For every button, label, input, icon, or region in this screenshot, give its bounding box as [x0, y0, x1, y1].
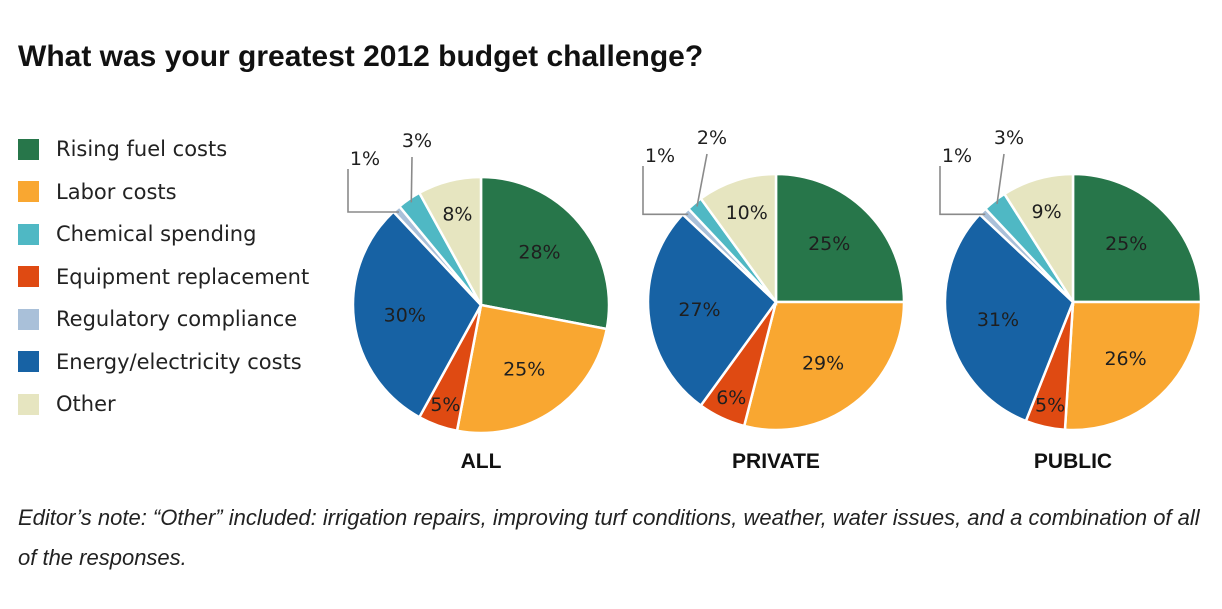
legend-label: Other [56, 392, 116, 417]
data-label-public-other: 9% [1032, 201, 1062, 223]
leader-line [347, 169, 399, 213]
legend-label: Regulatory compliance [56, 307, 298, 332]
legend-swatch [18, 266, 39, 288]
pie-slice-all-other [417, 175, 483, 306]
data-label-public-equipment-replacement: 5% [1035, 394, 1065, 416]
legend-swatch [18, 351, 39, 373]
legend-item-regulatory-compliance: Regulatory compliance [18, 298, 309, 341]
legend-swatch [18, 393, 39, 415]
data-label-all-energy-electricity-costs: 30% [384, 305, 426, 327]
editors-note: Editor’s note: “Other” included: irrigat… [18, 505, 1200, 570]
legend: Rising fuel costs Labor costs Chemical s… [18, 128, 309, 426]
leader-line [939, 166, 986, 216]
legend-label: Chemical spending [56, 222, 257, 247]
legend-label: Equipment replacement [56, 264, 310, 289]
data-label-all-labor-costs: 25% [503, 359, 545, 381]
pie-title-all: ALL [461, 450, 502, 473]
legend-item-equipment-replacement: Equipment replacement [18, 256, 309, 299]
leader-line [410, 156, 413, 203]
legend-swatch [18, 181, 39, 203]
data-label-public-labor-costs: 26% [1104, 348, 1146, 370]
legend-item-energy-electricity-costs: Energy/electricity costs [18, 341, 309, 384]
legend-swatch [18, 138, 39, 160]
legend-item-rising-fuel-costs: Rising fuel costs [18, 128, 309, 171]
pie-title-private: PRIVATE [732, 450, 820, 473]
legend-label: Rising fuel costs [56, 137, 228, 162]
data-label-all-other: 8% [442, 203, 472, 225]
pie-slice-all-labor-costs [455, 303, 609, 435]
data-label-private-regulatory-compliance: 1% [645, 145, 675, 167]
legend-label: Labor costs [56, 179, 177, 204]
data-label-all-equipment-replacement: 5% [430, 394, 460, 416]
pie-slice-public-rising-fuel-costs [1071, 172, 1203, 304]
data-label-all-rising-fuel-costs: 28% [518, 241, 560, 263]
leader-line [996, 153, 1005, 205]
pie-slice-public-energy-electricity-costs [943, 212, 1075, 423]
data-label-public-chemical-spending: 3% [994, 127, 1024, 149]
legend-item-other: Other [18, 383, 309, 426]
legend-swatch [18, 223, 39, 245]
chart-title: What was your greatest 2012 budget chall… [18, 40, 704, 73]
data-label-private-rising-fuel-costs: 25% [808, 233, 850, 255]
data-label-private-chemical-spending: 2% [697, 127, 727, 149]
leader-line [642, 166, 689, 216]
data-label-public-rising-fuel-costs: 25% [1105, 233, 1147, 255]
legend-item-chemical-spending: Chemical spending [18, 213, 309, 256]
data-label-all-chemical-spending: 3% [402, 130, 432, 152]
pie-slice-all-rising-fuel-costs [479, 175, 611, 331]
legend-swatch [18, 308, 39, 330]
data-label-private-labor-costs: 29% [802, 353, 844, 375]
legend-item-labor-costs: Labor costs [18, 171, 309, 214]
legend-label: Energy/electricity costs [56, 349, 302, 374]
leader-line [696, 153, 708, 207]
data-label-all-regulatory-compliance: 1% [350, 148, 380, 170]
data-label-public-energy-electricity-costs: 31% [977, 309, 1019, 331]
pie-slice-public-other [1002, 172, 1075, 307]
pie-slice-private-rising-fuel-costs [774, 172, 906, 304]
pie-slice-private-energy-electricity-costs [646, 212, 778, 408]
pie-slice-all-energy-electricity-costs [351, 209, 483, 419]
data-label-private-other: 10% [726, 202, 768, 224]
data-label-public-regulatory-compliance: 1% [942, 145, 972, 167]
data-label-private-energy-electricity-costs: 27% [678, 299, 720, 321]
pie-title-public: PUBLIC [1034, 450, 1112, 473]
pie-slice-public-labor-costs [1063, 300, 1203, 432]
pie-charts: 28% 25% 5% 30% 1% 3% 8% ALL 25% 29% 6% 27% 1% 2% 10% PR… [347, 127, 1203, 473]
pie-slice-private-other [699, 172, 778, 306]
pie-slice-private-labor-costs [742, 300, 906, 432]
data-label-private-equipment-replacement: 6% [716, 387, 746, 409]
